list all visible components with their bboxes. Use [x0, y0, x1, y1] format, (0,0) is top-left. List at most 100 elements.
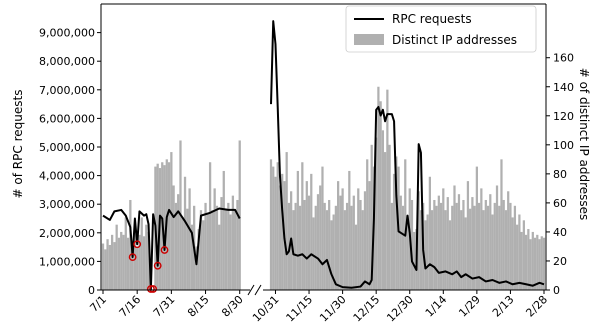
- rpc-line: [102, 20, 545, 291]
- y-left-tick-label: 5,000,000: [39, 141, 95, 154]
- ip-bar: [350, 205, 353, 290]
- ip-bar: [518, 214, 521, 290]
- ip-bar: [305, 181, 308, 290]
- ip-bar: [399, 195, 402, 290]
- ip-bar: [520, 231, 523, 290]
- ip-bar: [500, 159, 503, 290]
- ip-bar: [220, 197, 223, 290]
- ip-bar: [294, 202, 297, 290]
- ip-bar: [363, 191, 367, 290]
- ip-bar: [477, 202, 481, 290]
- ip-bar: [339, 195, 342, 290]
- ip-bar: [117, 237, 121, 290]
- highlight-circle: [133, 240, 142, 249]
- ip-bar: [281, 173, 284, 290]
- ip-bar: [455, 202, 458, 290]
- ip-bar: [341, 188, 344, 290]
- ip-bar: [183, 176, 187, 290]
- y-left-tick-label: 1,000,000: [39, 255, 95, 268]
- ip-bar: [354, 224, 358, 290]
- ip-bar: [104, 249, 107, 290]
- ip-bar: [197, 229, 200, 290]
- highlight-circle: [128, 253, 137, 262]
- ip-bar: [435, 205, 438, 290]
- ip-bar: [384, 152, 387, 290]
- y-right-tick-label: 40: [553, 226, 567, 239]
- ip-bar: [419, 210, 423, 290]
- y-right-tick-label: 100: [553, 139, 574, 152]
- ip-bar: [531, 231, 534, 290]
- ip-bar: [516, 224, 519, 290]
- ip-bar: [529, 239, 532, 290]
- y-right-tick-label: 0: [553, 284, 560, 297]
- ip-bar: [484, 199, 487, 290]
- ip-bar: [444, 210, 447, 290]
- ip-bar: [486, 205, 490, 290]
- ip-bar: [453, 185, 456, 290]
- y-right-tick-label: 80: [553, 168, 567, 181]
- ip-bar: [319, 185, 322, 290]
- y-left-tick-label: 9,000,000: [39, 27, 95, 40]
- ip-bar: [368, 181, 371, 290]
- ip-bar: [406, 224, 409, 290]
- y-right-tick-label: 20: [553, 255, 567, 268]
- ip-bar: [172, 185, 175, 290]
- ip-bar: [224, 208, 228, 290]
- ip-bar: [163, 165, 166, 290]
- ip-bar: [140, 217, 143, 290]
- ip-bar: [190, 224, 194, 290]
- axes: [100, 3, 547, 296]
- ip-bar: [343, 210, 346, 290]
- ip-bar: [379, 101, 382, 291]
- ip-bar: [366, 159, 369, 290]
- ip-bar: [269, 159, 273, 290]
- ip-bar: [395, 156, 398, 290]
- ip-bar: [122, 234, 125, 290]
- ip-bar: [509, 202, 512, 290]
- ip-bar: [115, 224, 118, 290]
- ip-bar: [433, 199, 436, 290]
- ip-bar: [231, 195, 235, 290]
- ip-bar: [229, 214, 232, 290]
- ip-bar: [177, 194, 180, 290]
- ip-bar: [471, 197, 474, 290]
- ip-bar: [167, 162, 171, 290]
- ip-bar: [213, 188, 216, 290]
- ip-bar: [375, 137, 378, 290]
- y-right-tick-label: 60: [553, 197, 567, 210]
- ip-bar: [489, 194, 492, 290]
- y-left-tick-label: 8,000,000: [39, 55, 95, 68]
- ip-bar: [204, 202, 207, 290]
- axis-break-mark: [254, 284, 262, 296]
- ip-bar: [274, 176, 277, 290]
- ip-bar: [138, 234, 141, 290]
- y-left-tick-label: 0: [88, 284, 95, 297]
- ip-bar: [493, 202, 496, 290]
- legend-bar-swatch: [354, 34, 384, 45]
- ip-bar: [337, 181, 340, 290]
- ip-bar: [404, 159, 407, 290]
- ip-bar: [215, 205, 219, 290]
- ip-bar: [511, 217, 514, 290]
- ip-bar: [540, 236, 543, 290]
- ip-bar: [147, 231, 150, 290]
- ip-bar: [352, 195, 355, 290]
- ip-bar: [410, 199, 414, 290]
- y-right-tick-label: 140: [553, 81, 574, 94]
- ip-bar: [386, 89, 389, 291]
- ip-bar: [426, 214, 429, 290]
- ip-bar: [348, 170, 351, 290]
- ip-bar: [236, 199, 239, 290]
- ip-bar: [110, 234, 114, 290]
- y-left-tick-label: 7,000,000: [39, 84, 95, 97]
- ip-bar: [522, 220, 525, 290]
- ip-bar: [307, 195, 311, 290]
- ip-bar: [106, 239, 109, 290]
- ip-bar: [417, 191, 420, 290]
- ip-bar: [323, 202, 326, 290]
- ip-bar: [513, 205, 517, 290]
- ip-bar: [234, 210, 237, 290]
- ip-bar: [332, 214, 335, 290]
- ip-bar: [195, 246, 198, 290]
- y-axis-left-label: # of RPC requests: [11, 90, 25, 199]
